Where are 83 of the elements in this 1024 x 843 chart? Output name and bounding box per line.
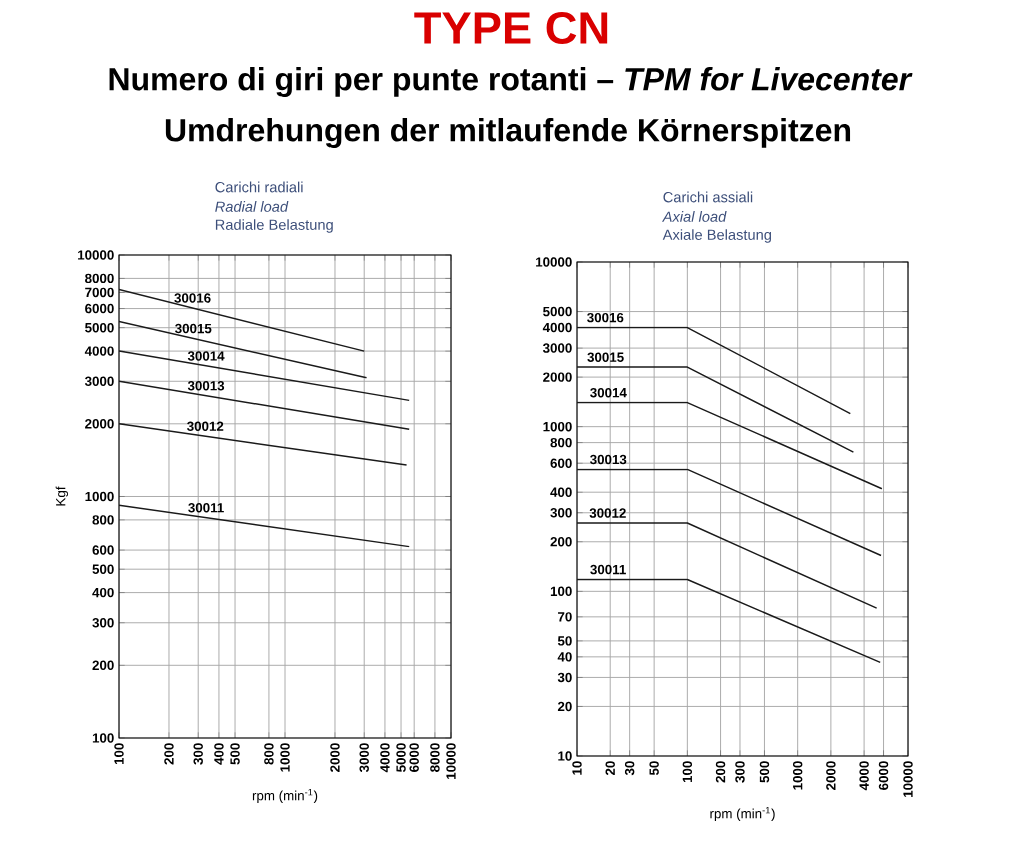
y-tick-label: 100 (550, 586, 572, 597)
x-tick-label: 500 (759, 761, 770, 783)
series-label: 30016 (587, 312, 624, 323)
x-tick-label: 300 (193, 743, 203, 765)
y-tick-label: 4000 (542, 322, 572, 333)
y-tick-label: 100 (92, 733, 114, 743)
y-tick-label: 300 (92, 618, 114, 628)
x-tick-label: 400 (214, 743, 224, 765)
x-tick-label: 100 (682, 761, 693, 783)
y-axis-title: Kgf (55, 486, 69, 506)
x-tick-label: 300 (735, 761, 745, 783)
y-tick-label: 5000 (85, 322, 114, 333)
series-label: 30015 (587, 352, 624, 362)
y-tick-label: 30 (557, 672, 572, 683)
y-tick-label: 70 (558, 612, 572, 622)
series-label: 30012 (589, 508, 626, 518)
y-tick-label: 600 (92, 545, 114, 555)
series-label: 30014 (590, 387, 627, 398)
y-tick-label: 800 (550, 437, 572, 448)
text: Umdrehungen der mitlaufende Körnerspitzen (165, 118, 851, 148)
x-tick-label: 1000 (792, 761, 803, 790)
y-tick-label: 500 (92, 564, 114, 574)
y-tick-label: 600 (550, 458, 572, 468)
text: Radial load (215, 201, 289, 212)
text: Axial load (661, 211, 727, 222)
y-tick-label: 5000 (543, 306, 572, 317)
y-tick-label: 1000 (543, 421, 572, 432)
series-label: 30013 (187, 381, 225, 391)
y-tick-label: 8000 (85, 273, 114, 284)
x-tick-label: 20 (605, 761, 615, 776)
x-axis-title: rpm (min$^{-1}$) (252, 788, 318, 803)
y-tick-label: 20 (557, 701, 572, 712)
x-tick-label: 2000 (826, 761, 836, 790)
x-axis-title: rpm (min$^{-1}$) (710, 806, 775, 821)
y-tick-label: 2000 (85, 419, 114, 429)
x-tick-label: 200 (715, 761, 726, 783)
x-tick-label: 200 (164, 743, 174, 765)
y-tick-label: 2000 (543, 372, 572, 382)
series-label: 30011 (590, 564, 626, 575)
y-tick-label: 1000 (85, 491, 114, 502)
y-tick-label: 3000 (84, 376, 114, 386)
chart-subtitle: Numero di giri per punte rotanti – TPM for Livecenter (109, 67, 913, 97)
text: Carichi radiali (215, 181, 303, 193)
y-tick-label: 3000 (542, 343, 572, 353)
x-tick-label: 50 (649, 761, 659, 776)
x-tick-label: 6000 (878, 761, 889, 790)
y-tick-label: 400 (92, 587, 114, 598)
y-tick-label: 10000 (78, 250, 114, 260)
y-tick-label: 300 (550, 508, 572, 518)
chart-title: TYPE CN (414, 11, 608, 45)
y-tick-label: 10000 (536, 257, 572, 267)
x-tick-label: 30 (624, 761, 635, 776)
y-tick-label: 6000 (85, 303, 114, 314)
y-tick-label: 7000 (85, 287, 114, 298)
x-tick-label: 5000 (396, 743, 406, 772)
x-tick-label: 8000 (430, 743, 440, 772)
x-tick-label: 4000 (380, 743, 390, 773)
x-tick-label: 10000 (446, 743, 456, 779)
y-tick-label: 200 (92, 660, 114, 671)
y-tick-label: 800 (92, 515, 114, 525)
x-tick-label: 2000 (330, 743, 340, 772)
y-tick-label: 50 (557, 636, 572, 646)
y-tick-label: 400 (550, 487, 572, 497)
x-tick-label: 10 (572, 761, 582, 775)
text: Radiale Belastung (215, 219, 333, 233)
y-tick-label: 200 (550, 537, 572, 547)
x-tick-label: 800 (264, 743, 274, 765)
x-tick-label: 4000 (859, 761, 869, 791)
series-label: 30011 (188, 503, 224, 513)
text: Axiale Belastung (662, 229, 771, 243)
y-tick-label: 4000 (84, 346, 114, 356)
series-label: 30014 (187, 351, 225, 361)
series-label: 30015 (175, 323, 212, 334)
x-tick-label: 1000 (280, 743, 290, 772)
series-label: 30016 (174, 293, 211, 303)
x-tick-label: 500 (230, 743, 240, 765)
x-tick-label: 3000 (359, 743, 369, 773)
x-tick-label: 10000 (903, 761, 913, 797)
text: Carichi assiali (663, 191, 753, 203)
x-tick-label: 6000 (409, 743, 419, 772)
y-tick-label: 40 (557, 652, 572, 662)
series-label: 30012 (187, 421, 224, 431)
series-label: 30013 (590, 454, 627, 465)
